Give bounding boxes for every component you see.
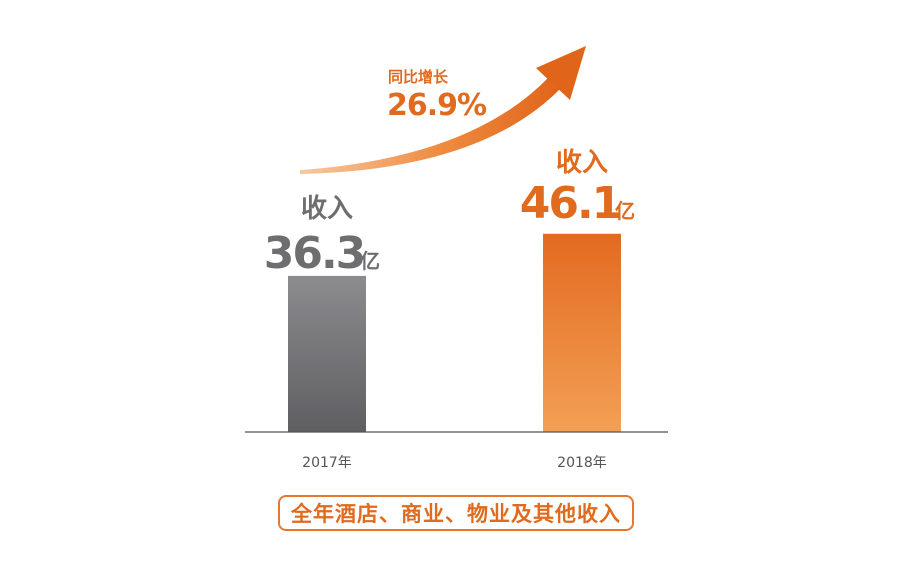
bar-2017	[288, 275, 366, 432]
bar-2017-prefix: 收入	[301, 194, 353, 224]
growth-label: 同比增长	[388, 68, 449, 86]
growth-arrow-head	[536, 46, 586, 100]
bar-2017-unit: 亿	[360, 249, 380, 273]
growth-value: 26.9%	[387, 88, 487, 123]
bar-2018-unit: 亿	[615, 199, 635, 223]
bar-2018-prefix: 收入	[556, 148, 608, 178]
x-tick-2017: 2017年	[302, 455, 352, 471]
bar-2018-value: 46.1	[520, 178, 621, 229]
growth-arrow-body	[300, 78, 562, 174]
chart-caption: 全年酒店、商业、物业及其他收入	[278, 495, 634, 531]
bar-2018	[543, 233, 621, 432]
x-tick-2018: 2018年	[557, 455, 607, 471]
bar-2017-value: 36.3	[264, 228, 365, 279]
